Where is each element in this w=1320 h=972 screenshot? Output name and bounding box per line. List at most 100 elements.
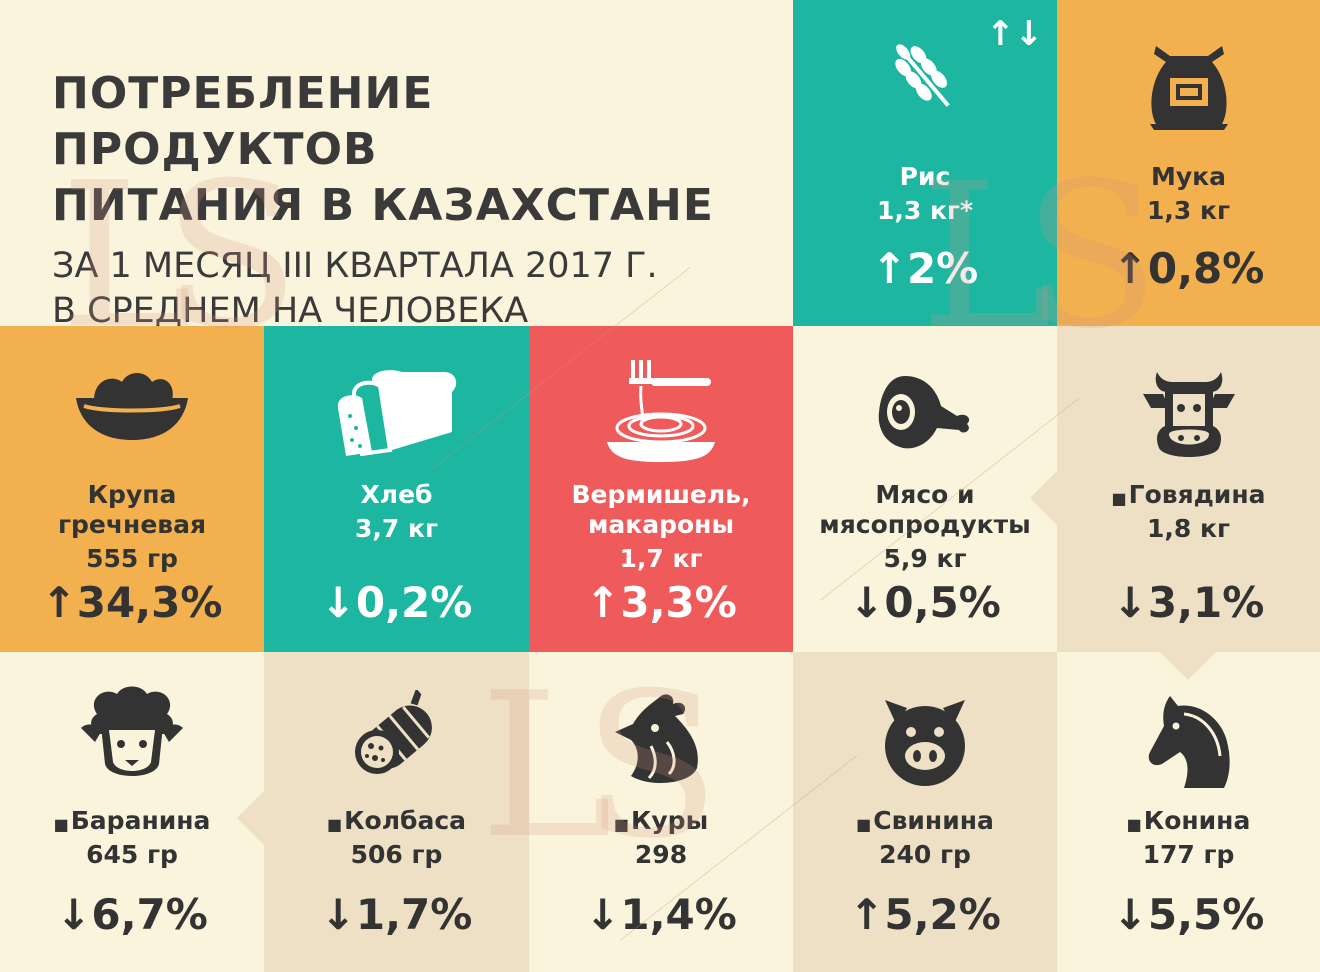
ham-icon (793, 372, 1057, 452)
pork-arrow: ↑ (849, 890, 885, 939)
sheep-icon (0, 684, 264, 788)
tile-buckwheat: Крупа гречневая 555 гр ↑34,3% (0, 326, 264, 652)
pasta-change-value: 3,3% (620, 578, 737, 627)
bowl-icon (0, 366, 264, 446)
buckwheat-name-1: Крупа (87, 480, 177, 509)
tile-lamb: ■Баранина 645 гр ↓6,7% (0, 652, 264, 972)
flour-change: ↑0,8% (1057, 244, 1320, 294)
lamb-amount: 645 гр (86, 840, 178, 869)
pasta-arrow: ↑ (585, 578, 621, 627)
tile-pasta: Вермишель, макароны 1,7 кг ↑3,3% (529, 326, 793, 652)
buckwheat-arrow: ↑ (41, 578, 77, 627)
buckwheat-change-value: 34,3% (76, 578, 223, 627)
bullet-icon: ■ (1111, 489, 1127, 508)
beef-change-value: 3,1% (1147, 578, 1265, 627)
pointer-left-sausage (237, 790, 265, 846)
sausage-name: ■Колбаса (264, 804, 529, 837)
pointer-down-beef (1160, 652, 1216, 680)
chicken-icon (529, 692, 793, 788)
pork-change-value: 5,2% (884, 890, 1001, 939)
tile-meat: Мясо и мясопродукты 5,9 кг ↓0,5% (793, 326, 1057, 652)
spaghetti-icon (529, 356, 793, 466)
beef-name: ■Говядина (1057, 478, 1320, 511)
pointer-left-beef (1030, 470, 1058, 526)
tile-chicken: ■Куры 298 ↓1,4% (529, 652, 793, 972)
beef-amount: 1,8 кг (1146, 514, 1231, 543)
tile-rice: ↑↓ Рис 1,3 кг* ↑2% (793, 0, 1057, 326)
bullet-icon: ■ (613, 815, 629, 834)
flour-name: Мука (1150, 162, 1226, 191)
legend-arrows: ↑↓ (986, 14, 1043, 54)
bullet-icon: ■ (53, 815, 69, 834)
flour-arrow: ↑ (1112, 244, 1148, 293)
chicken-amount: 298 (634, 840, 688, 869)
bullet-icon: ■ (856, 815, 872, 834)
chicken-arrow: ↓ (585, 890, 621, 939)
pasta-name-1: Вермишель, (571, 480, 751, 509)
meat-change: ↓0,5% (793, 578, 1057, 628)
beef-name-text: Говядина (1128, 480, 1266, 509)
sausage-icon (264, 690, 529, 784)
pasta-amount: 1,7 кг (619, 544, 703, 573)
chicken-change: ↓1,4% (529, 890, 793, 940)
pork-change: ↑5,2% (793, 890, 1057, 940)
pork-name-text: Свинина (873, 806, 994, 835)
flour-change-value: 0,8% (1147, 244, 1265, 293)
beef-arrow: ↓ (1112, 578, 1148, 627)
wheat-icon (793, 38, 1057, 118)
lamb-change: ↓6,7% (0, 890, 264, 940)
chicken-name: ■Куры (529, 804, 793, 837)
sausage-arrow: ↓ (320, 890, 356, 939)
horse-change: ↓5,5% (1057, 890, 1320, 940)
lamb-name-text: Баранина (70, 806, 211, 835)
horse-name-text: Конина (1143, 806, 1251, 835)
meat-change-value: 0,5% (884, 578, 1001, 627)
sausage-name-text: Колбаса (344, 806, 467, 835)
tile-flour: Мука 1,3 кг ↑0,8% (1057, 0, 1320, 326)
chicken-change-value: 1,4% (620, 890, 737, 939)
horse-change-value: 5,5% (1147, 890, 1265, 939)
sausage-amount: 506 гр (350, 840, 443, 869)
rice-amount: 1,3 кг* (876, 196, 974, 225)
beef-change: ↓3,1% (1057, 578, 1320, 628)
flour-amount: 1,3 кг (1146, 196, 1231, 225)
pork-name: ■Свинина (793, 804, 1057, 837)
bullet-icon: ■ (326, 815, 343, 834)
horse-amount: 177 гр (1142, 840, 1235, 869)
title-line-2: ПИТАНИЯ В КАЗАХСТАНЕ (52, 180, 714, 231)
bread-icon (264, 366, 529, 456)
buckwheat-change: ↑34,3% (0, 578, 264, 628)
tile-bread: Хлеб 3,7 кг ↓0,2% (264, 326, 529, 652)
horse-icon (1057, 690, 1320, 790)
bread-change: ↓0,2% (264, 578, 529, 628)
tile-beef: ■Говядина 1,8 кг ↓3,1% (1057, 326, 1320, 652)
rice-change-value: 2% (906, 244, 979, 293)
buckwheat-name-2: гречневая (57, 510, 207, 539)
meat-name-2: мясопродукты (819, 510, 1031, 539)
buckwheat-amount: 555 гр (86, 544, 178, 573)
rice-arrow: ↑ (871, 244, 907, 293)
pasta-name-2: макароны (587, 510, 735, 539)
cow-icon (1057, 364, 1320, 464)
chicken-name-text: Куры (630, 806, 709, 835)
pig-icon (793, 692, 1057, 788)
pasta-change: ↑3,3% (529, 578, 793, 628)
flour-sack-icon (1057, 40, 1320, 132)
lamb-change-value: 6,7% (91, 890, 208, 939)
sausage-change: ↓1,7% (264, 890, 529, 940)
tile-pork: ■Свинина 240 гр ↑5,2% (793, 652, 1057, 972)
rice-change: ↑2% (793, 244, 1057, 294)
meat-amount: 5,9 кг (883, 544, 967, 573)
horse-name: ■Конина (1057, 804, 1320, 837)
subtitle-line-1: ЗА 1 МЕСЯЦ III КВАРТАЛА 2017 Г. (52, 246, 658, 286)
horse-arrow: ↓ (1112, 890, 1148, 939)
rice-name: Рис (899, 162, 951, 191)
lamb-name: ■Баранина (0, 804, 264, 837)
title-line-1: ПОТРЕБЛЕНИЕ ПРОДУКТОВ (52, 68, 434, 175)
pork-amount: 240 гр (879, 840, 971, 869)
title-panel: ПОТРЕБЛЕНИЕ ПРОДУКТОВ ПИТАНИЯ В КАЗАХСТА… (0, 0, 793, 331)
meat-name-1: Мясо и (875, 480, 975, 509)
bread-name: Хлеб (360, 480, 433, 509)
bread-amount: 3,7 кг (354, 514, 439, 543)
